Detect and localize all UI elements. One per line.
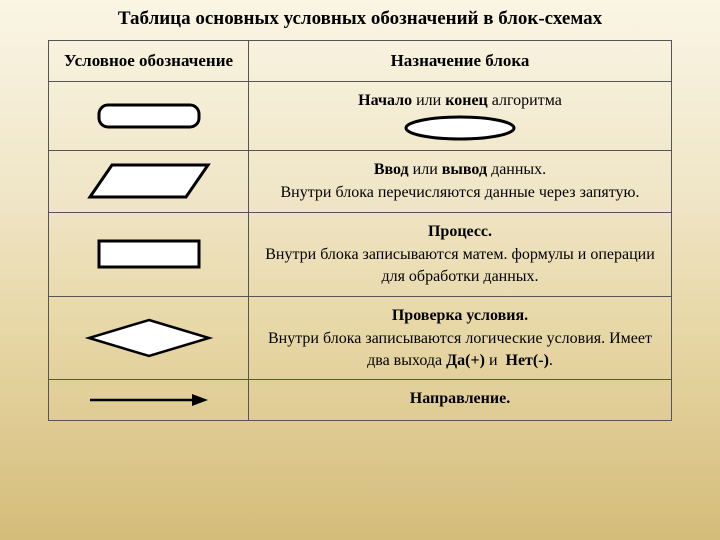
desc-decision: Проверка условия. Внутри блока записываю… — [249, 296, 672, 380]
parallelogram-icon — [84, 160, 214, 202]
desc-io-sub: Внутри блока перечисляются данные через … — [263, 182, 657, 204]
desc-arrow: Направление. — [249, 380, 672, 421]
desc-process-main: Процесс. — [263, 221, 657, 243]
table-row: Процесс. Внутри блока записываются матем… — [49, 212, 672, 296]
page-title: Таблица основных условных обозначений в … — [48, 8, 672, 30]
desc-process-sub: Внутри блока записываются матем. формулы… — [263, 244, 657, 287]
desc-io: Ввод или вывод данных. Внутри блока пере… — [249, 150, 672, 212]
shape-cell-terminator — [49, 82, 249, 151]
table-row: Ввод или вывод данных. Внутри блока пере… — [49, 150, 672, 212]
arrow-icon — [84, 390, 214, 410]
desc-io-main: Ввод или вывод данных. — [263, 159, 657, 181]
desc-decision-sub: Внутри блока записываются логические усл… — [263, 328, 657, 371]
desc-process: Процесс. Внутри блока записываются матем… — [249, 212, 672, 296]
shape-cell-process — [49, 212, 249, 296]
desc-decision-main: Проверка условия. — [263, 305, 657, 327]
shape-cell-decision — [49, 296, 249, 380]
desc-terminator: Начало или конец алгоритма — [249, 82, 672, 151]
desc-terminator-text: Начало или конец алгоритма — [263, 90, 657, 112]
table-row: Начало или конец алгоритма — [49, 82, 672, 151]
terminator-icon — [94, 101, 204, 131]
shape-cell-io — [49, 150, 249, 212]
shape-cell-arrow — [49, 380, 249, 421]
header-col-symbol: Условное обозначение — [49, 41, 249, 82]
rhombus-icon — [84, 316, 214, 360]
desc-arrow-main: Направление. — [263, 388, 657, 410]
table-row: Направление. — [49, 380, 672, 421]
symbols-table: Условное обозначение Назначение блока На… — [48, 40, 672, 421]
rectangle-icon — [94, 237, 204, 271]
table-row: Проверка условия. Внутри блока записываю… — [49, 296, 672, 380]
header-col-purpose: Назначение блока — [249, 41, 672, 82]
ellipse-icon — [400, 114, 520, 142]
